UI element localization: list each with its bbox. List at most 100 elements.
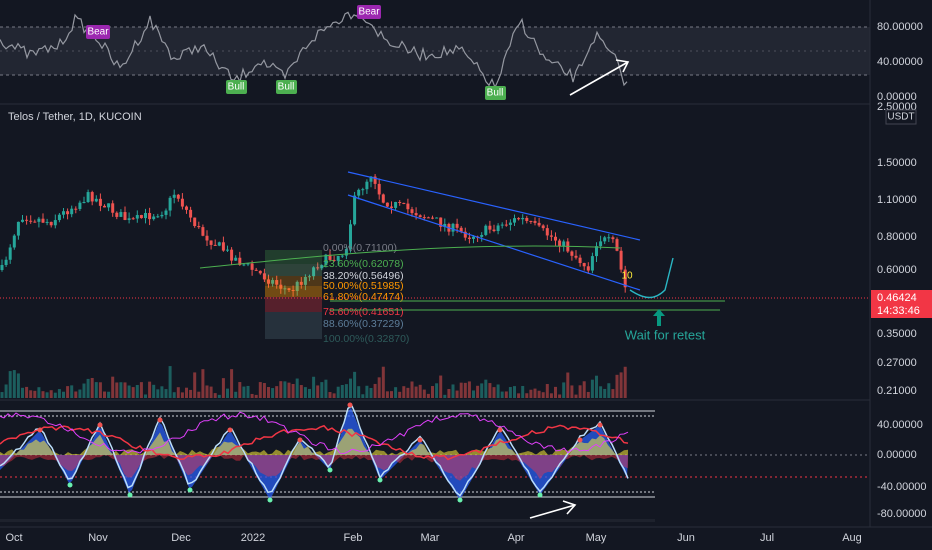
volume-bar (554, 386, 557, 398)
signal-strip (0, 519, 655, 522)
volume-bar (90, 377, 94, 398)
candle (390, 206, 393, 208)
candle (611, 237, 615, 240)
volume-bar (156, 389, 160, 398)
volume-bar (127, 385, 131, 398)
volume-bar (517, 393, 521, 398)
candle (189, 209, 193, 218)
candle (299, 281, 303, 285)
arrow (569, 61, 629, 96)
candle (607, 237, 611, 239)
x-tick-label: Oct (5, 532, 22, 544)
candle (545, 228, 549, 236)
candle (135, 215, 139, 219)
candle (262, 273, 266, 280)
bull-tag: Bull (276, 80, 297, 94)
candle (320, 265, 324, 269)
volume-bar (164, 389, 168, 398)
candle (156, 216, 160, 218)
volume-bar (250, 393, 254, 398)
volume-bar (148, 381, 152, 398)
candle (340, 255, 344, 257)
candle (517, 218, 521, 220)
candle (426, 217, 430, 219)
osc-line (0, 424, 629, 461)
volume-bar (213, 393, 217, 398)
volume-bar (4, 384, 8, 398)
candle (533, 221, 537, 223)
volume (0, 366, 627, 398)
volume-bar (328, 392, 332, 398)
y-tick-label: 1.10000 (877, 194, 917, 206)
volume-bar (459, 382, 463, 398)
candle (45, 221, 49, 223)
volume-bar (57, 389, 61, 398)
bull-label: Bull (487, 88, 504, 99)
osc-dot (267, 497, 273, 503)
candle (160, 214, 164, 217)
volume-bar (152, 384, 156, 398)
candle (4, 259, 8, 266)
osc-dot (597, 422, 603, 428)
volume-bar (541, 392, 545, 398)
candle (381, 194, 385, 203)
candle (62, 211, 65, 215)
volume-bar (37, 387, 41, 398)
bull-label: Bull (278, 82, 295, 93)
candle (168, 197, 172, 211)
volume-bar (406, 387, 410, 398)
volume-bar (103, 391, 106, 398)
volume-bar (508, 387, 512, 398)
candle (537, 222, 541, 226)
candle (619, 250, 623, 270)
osc-dot (227, 427, 233, 433)
volume-bar (365, 385, 369, 398)
volume-bar (82, 383, 86, 398)
volume-bar (611, 389, 615, 398)
count-label: 10 (621, 271, 633, 282)
fib-zone (265, 276, 322, 286)
volume-bar (98, 382, 102, 398)
candle (176, 194, 180, 199)
volume-bar (570, 385, 574, 398)
bear-tag: Bear (86, 25, 110, 39)
fib-label: 61.80%(0.47474) (323, 291, 404, 303)
bear-label: Bear (358, 7, 380, 18)
osc-area (0, 428, 628, 455)
volume-bar (373, 383, 377, 398)
candle (254, 269, 258, 271)
fib-label: 50.00%(0.51985) (323, 280, 404, 292)
volume-bar (139, 382, 143, 398)
candle (21, 219, 24, 222)
volume-bar (385, 391, 389, 398)
osc-dot (497, 427, 503, 433)
x-tick-label: Nov (88, 532, 108, 544)
volume-bar (62, 391, 65, 398)
candle (603, 237, 607, 242)
osc-dot (37, 427, 43, 433)
volume-bar (53, 392, 57, 398)
volume-bar (558, 394, 562, 398)
candle (410, 209, 414, 214)
candle (500, 224, 504, 226)
arrow (529, 504, 576, 519)
fib-label: 23.60%(0.62078) (323, 258, 404, 270)
candle (246, 263, 250, 265)
x-tick-label: Jun (677, 532, 695, 544)
candle (332, 259, 336, 261)
candle (431, 217, 434, 219)
volume-bar (426, 393, 430, 398)
volume-bar (410, 381, 414, 398)
volume-bar (513, 386, 516, 398)
candle (549, 235, 553, 237)
y-tick-label: 0.00000 (877, 91, 917, 103)
candle (504, 224, 508, 226)
candle (488, 225, 492, 230)
bull-tag: Bull (485, 86, 506, 100)
candle (582, 263, 586, 267)
candle (205, 235, 209, 241)
candle (201, 227, 205, 236)
volume-bar (336, 386, 340, 398)
candle (467, 237, 471, 239)
